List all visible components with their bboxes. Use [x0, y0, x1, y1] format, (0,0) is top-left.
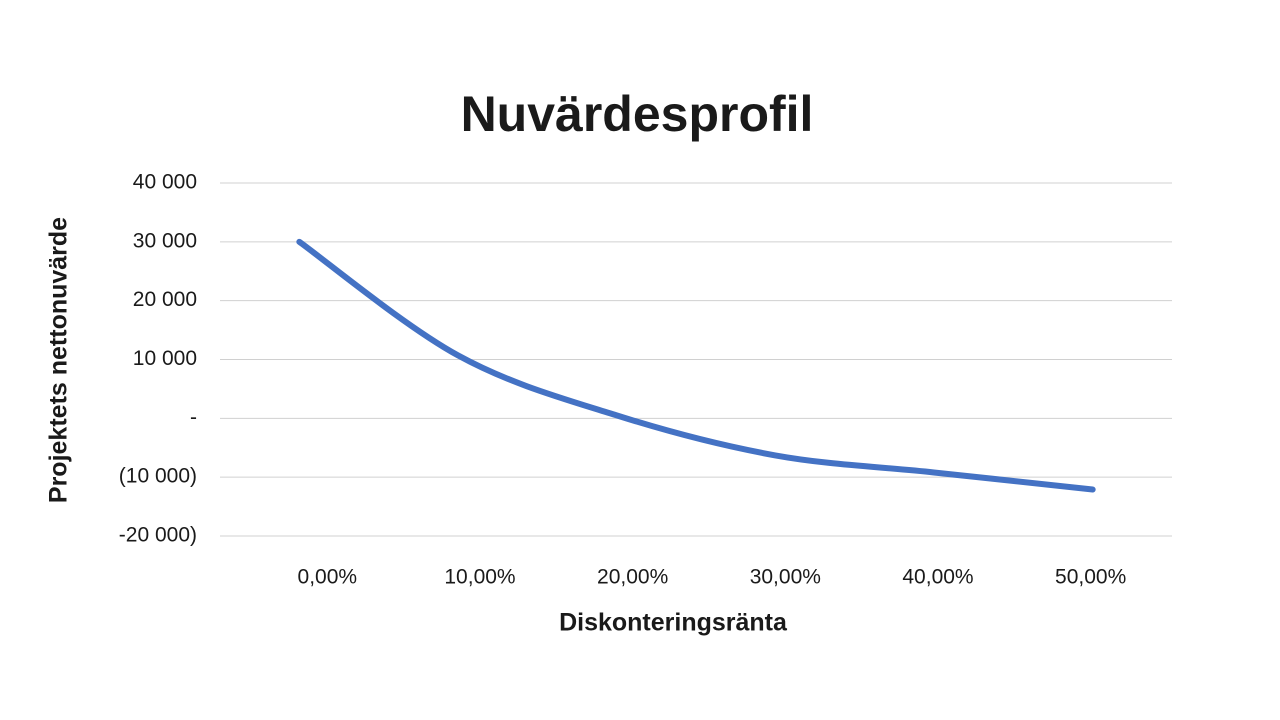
x-tick-label: 50,00% [1055, 566, 1126, 589]
y-tick-label: 10 000 [133, 347, 197, 370]
y-tick-label: (10 000) [119, 465, 197, 488]
x-axis-label: Diskonteringsränta [559, 609, 788, 637]
x-tick-label: 30,00% [750, 566, 821, 589]
y-tick-label: - [190, 406, 197, 429]
x-tick-label: 10,00% [444, 566, 515, 589]
x-tick-label: 0,00% [298, 566, 358, 589]
x-tick-label: 40,00% [902, 566, 973, 589]
y-axis-label: Projektets nettonuvärde [45, 217, 73, 503]
y-tick-label: 20 000 [133, 288, 197, 311]
y-tick-label: 40 000 [133, 171, 197, 194]
y-tick-label: 30 000 [133, 229, 197, 252]
y-tick-label: -20 000) [119, 524, 197, 547]
x-tick-label: 20,00% [597, 566, 668, 589]
chart-title: Nuvärdesprofil [461, 86, 814, 142]
data-line [296, 238, 1096, 493]
